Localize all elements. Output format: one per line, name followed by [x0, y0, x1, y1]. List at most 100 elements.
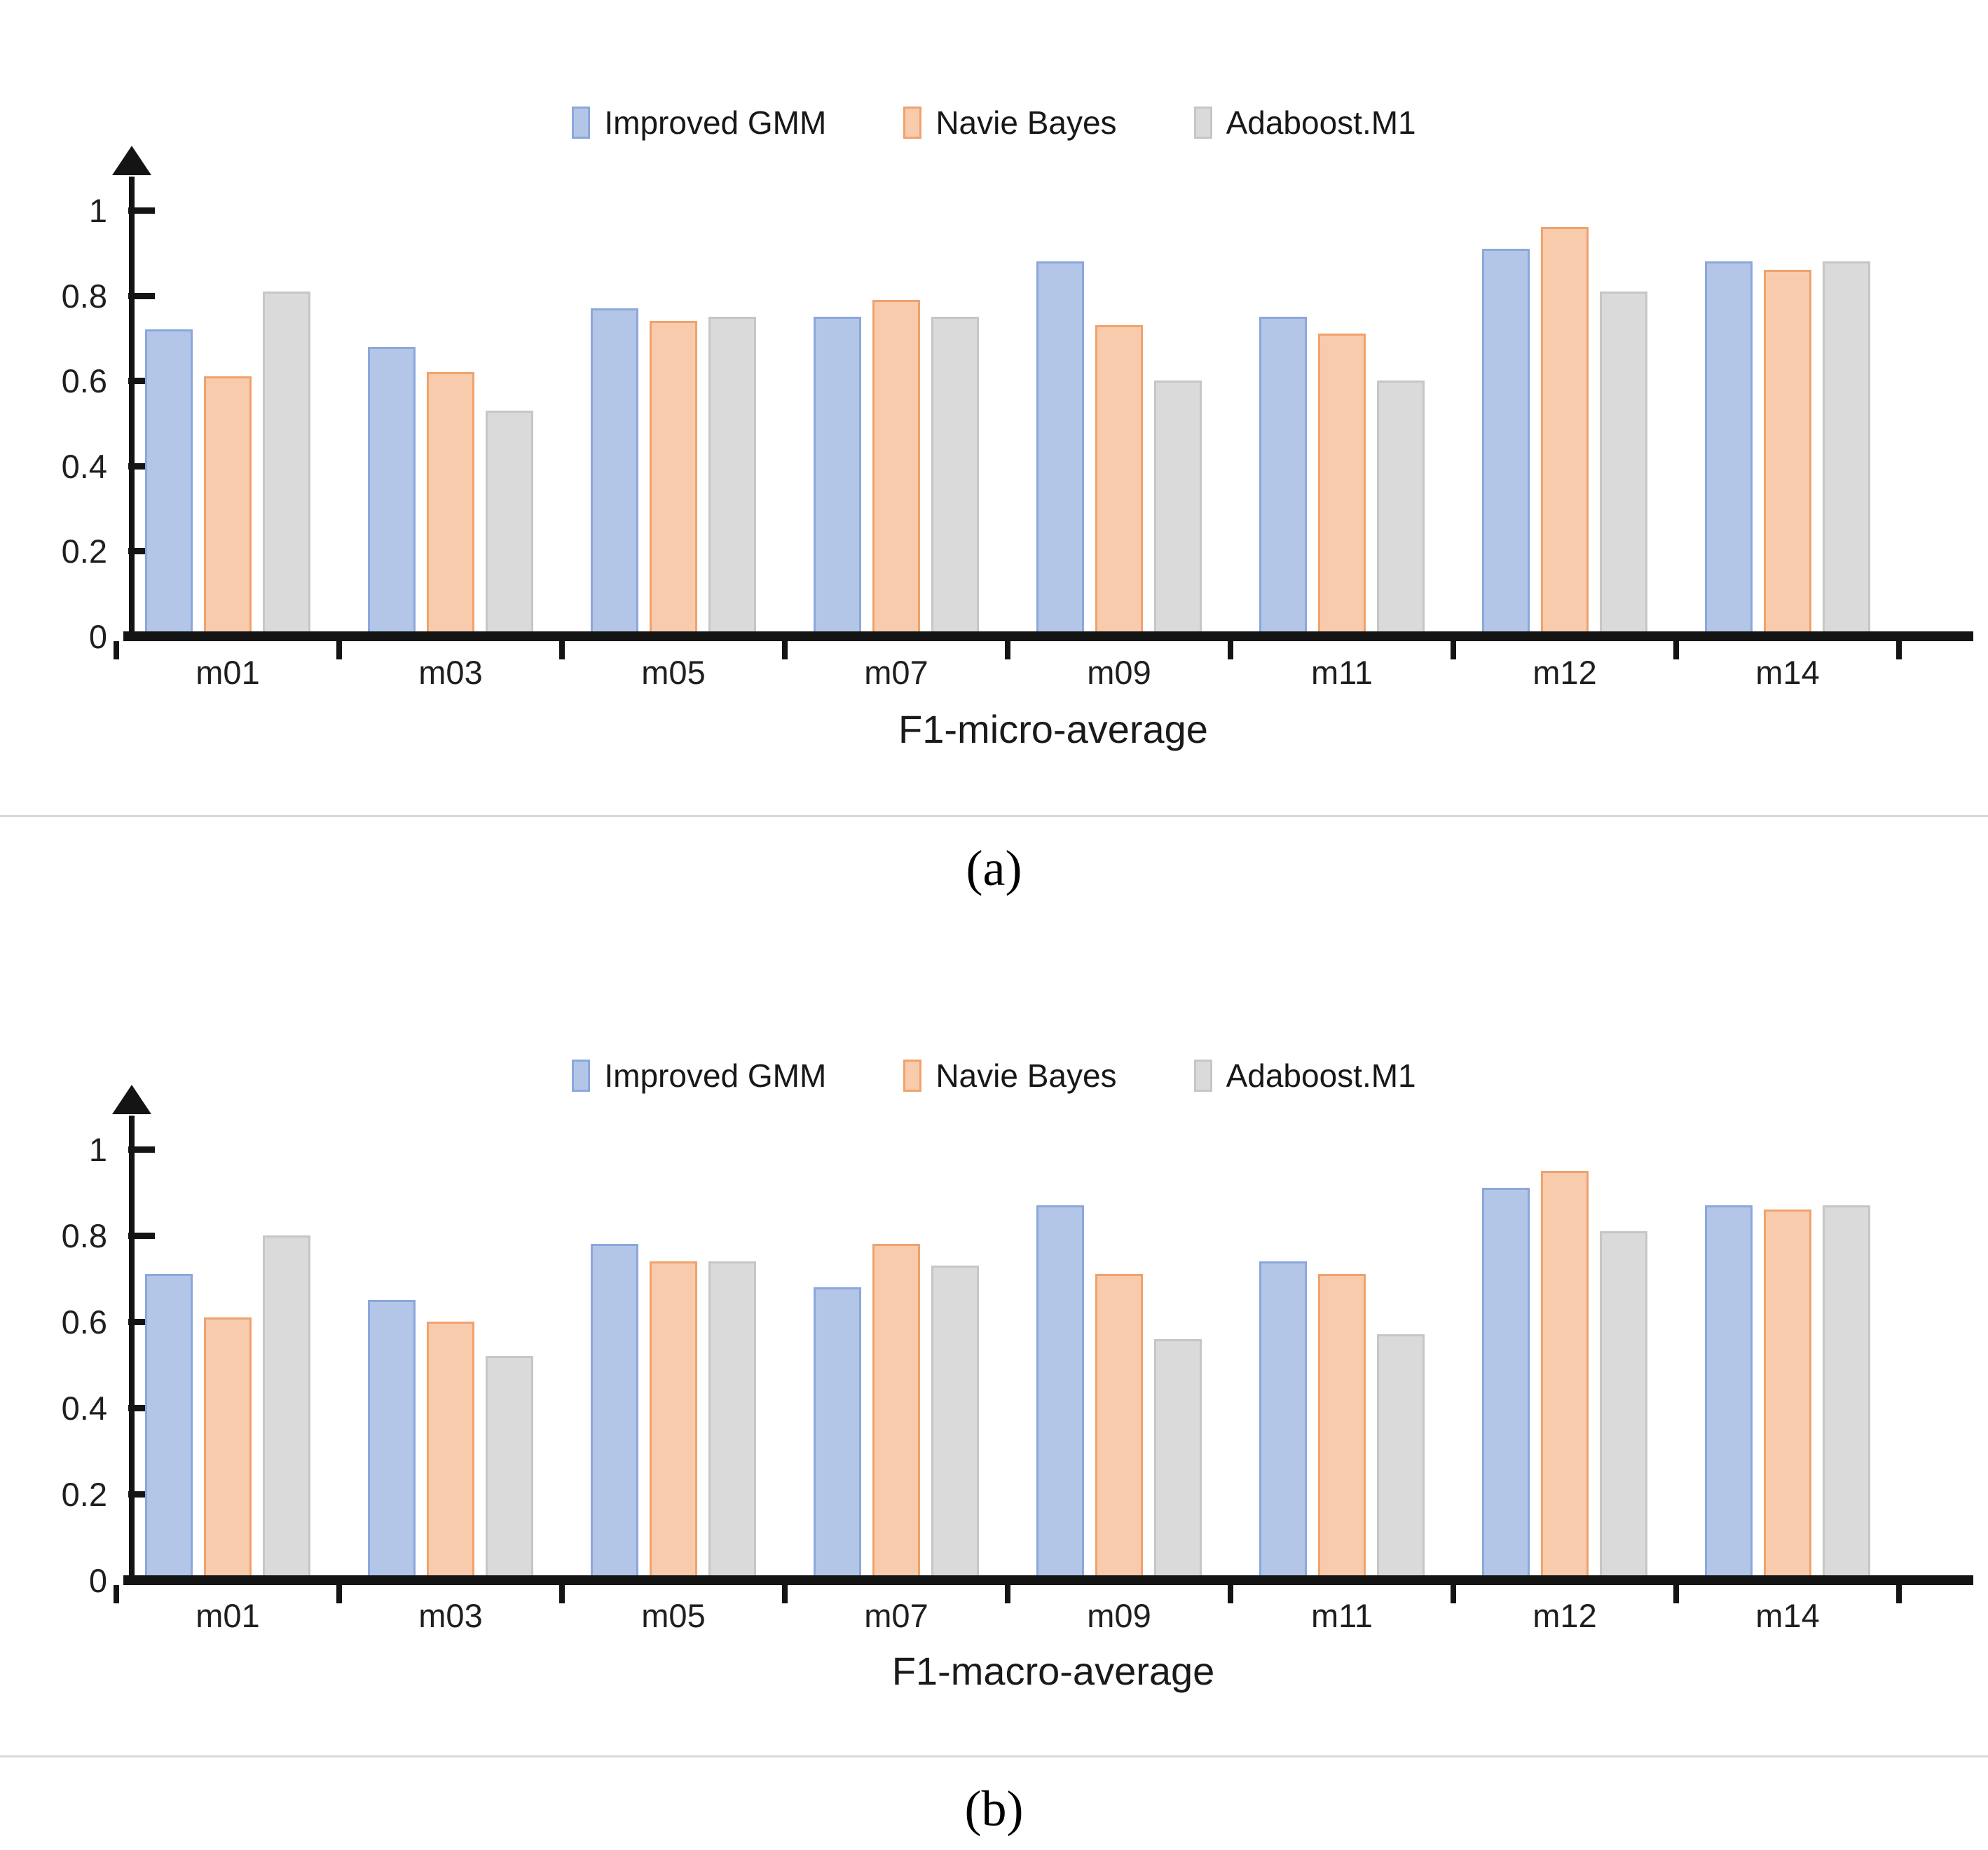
- bar-navie-bayes-m14: [1764, 1210, 1811, 1580]
- x-axis-tick: [114, 641, 119, 659]
- bar-improved-gmm-m03: [368, 347, 416, 636]
- bar-improved-gmm-m05: [591, 308, 638, 636]
- legend-label: Adaboost.M1: [1226, 104, 1416, 141]
- x-axis-tick-label-m07: m07: [864, 1597, 928, 1634]
- y-axis-line: [129, 1116, 135, 1585]
- bar-adaboost-m1-m11: [1377, 1334, 1425, 1580]
- bar-navie-bayes-m03: [427, 1322, 474, 1580]
- bar-improved-gmm-m14: [1705, 1205, 1753, 1580]
- plot-area: 1 0.8 0.6 0.4 0.2 0: [62, 1085, 1975, 1603]
- x-axis-tick: [336, 641, 342, 659]
- y-axis-tick-label: 0.8: [61, 277, 107, 315]
- legend-label: Adaboost.M1: [1226, 1057, 1416, 1094]
- bar-improved-gmm-m12: [1482, 1188, 1530, 1580]
- bar-adaboost-m1-m01: [263, 292, 310, 636]
- x-axis-tick: [782, 1585, 788, 1603]
- y-axis-tick-label: 0.4: [61, 447, 107, 485]
- bar-improved-gmm-m09: [1036, 1205, 1084, 1580]
- bar-navie-bayes-m09: [1095, 1274, 1143, 1580]
- legend-item-2: Navie Bayes: [903, 1057, 1117, 1095]
- y-axis-tick: [128, 1146, 155, 1153]
- x-axis-tick-label-m11: m11: [1311, 1597, 1373, 1634]
- x-axis-labels: m01 m03 m05 m07 m09 m11 m12 m14: [132, 1596, 1975, 1638]
- bar-improved-gmm-m03: [368, 1300, 416, 1580]
- bar-adaboost-m1-m05: [708, 1261, 756, 1580]
- bar-adaboost-m1-m14: [1823, 1205, 1870, 1580]
- bar-improved-gmm-m05: [591, 1244, 638, 1580]
- x-axis-tick-label-m01: m01: [196, 1597, 260, 1634]
- y-axis-tick: [128, 463, 155, 470]
- x-axis-tick: [336, 1585, 342, 1603]
- legend-swatch-icon: [903, 1060, 922, 1092]
- x-axis-tick: [1228, 641, 1233, 659]
- bar-navie-bayes-m11: [1318, 334, 1366, 636]
- x-axis-tick: [782, 641, 788, 659]
- y-axis-arrow-icon: [112, 146, 151, 175]
- bar-navie-bayes-m12: [1541, 227, 1589, 636]
- panel-letter-a: (a): [966, 840, 1022, 896]
- x-axis-tick: [559, 641, 565, 659]
- bar-navie-bayes-m07: [872, 300, 920, 636]
- bar-adaboost-m1-m09: [1154, 381, 1202, 636]
- x-axis-tick-label-m09: m09: [1087, 654, 1151, 691]
- x-axis-tick-label-m05: m05: [641, 654, 706, 691]
- bar-navie-bayes-m05: [650, 321, 697, 636]
- x-axis-tick: [1228, 1585, 1233, 1603]
- bar-navie-bayes-m01: [204, 1317, 252, 1580]
- bar-adaboost-m1-m01: [263, 1235, 310, 1580]
- x-axis-tick-label-m01: m01: [196, 654, 260, 691]
- x-axis-labels: m01 m03 m05 m07 m09 m11 m12 m14: [132, 653, 1975, 695]
- x-axis-tick: [1673, 641, 1679, 659]
- bar-improved-gmm-m14: [1705, 261, 1753, 636]
- bar-adaboost-m1-m03: [486, 411, 533, 636]
- bar-navie-bayes-m01: [204, 376, 252, 636]
- bar-adaboost-m1-m05: [708, 317, 756, 636]
- legend: Improved GMM Navie Bayes Adaboost.M1: [0, 95, 1988, 151]
- y-axis-tick-label: 1: [88, 192, 107, 229]
- bar-improved-gmm-m07: [814, 1287, 861, 1580]
- bar-adaboost-m1-m12: [1600, 1231, 1647, 1580]
- x-axis-tick-label-m12: m12: [1533, 1597, 1597, 1634]
- x-axis-tick-label-m09: m09: [1087, 1597, 1151, 1634]
- y-axis-tick: [128, 1491, 155, 1498]
- legend-item-3: Adaboost.M1: [1193, 1057, 1416, 1095]
- x-axis-tick-label-m05: m05: [641, 1597, 706, 1634]
- x-axis-tick-label-m12: m12: [1533, 654, 1597, 691]
- x-axis-tick: [114, 1585, 119, 1603]
- legend-item-1: Improved GMM: [572, 1057, 826, 1095]
- x-axis-tick: [1896, 641, 1902, 659]
- x-axis-tick: [1896, 1585, 1902, 1603]
- legend-label: Navie Bayes: [935, 1057, 1117, 1094]
- x-axis-title: F1-macro-average: [891, 1649, 1215, 1693]
- x-axis-tick: [1673, 1585, 1679, 1603]
- y-axis-tick: [128, 292, 155, 299]
- bar-adaboost-m1-m09: [1154, 1339, 1202, 1580]
- bar-navie-bayes-m05: [650, 1261, 697, 1580]
- bar-adaboost-m1-m14: [1823, 261, 1870, 636]
- bar-adaboost-m1-m12: [1600, 292, 1647, 636]
- bar-navie-bayes-m12: [1541, 1171, 1589, 1580]
- y-axis-tick-label: 0.4: [61, 1390, 107, 1427]
- x-axis-tick-label-m14: m14: [1755, 654, 1820, 691]
- y-axis-arrow-icon: [112, 1085, 151, 1114]
- divider-line: [0, 1755, 1988, 1758]
- y-axis-tick-label: 0: [88, 618, 107, 655]
- legend-label: Improved GMM: [604, 1057, 827, 1094]
- y-axis-tick: [128, 1405, 155, 1411]
- bar-improved-gmm-m07: [814, 317, 861, 636]
- y-axis-tick: [128, 207, 155, 214]
- bar-adaboost-m1-m11: [1377, 381, 1425, 636]
- bar-navie-bayes-m11: [1318, 1274, 1366, 1580]
- y-axis-tick-label: 1: [88, 1131, 107, 1168]
- legend-item-3: Adaboost.M1: [1193, 104, 1416, 142]
- bar-navie-bayes-m09: [1095, 325, 1143, 636]
- legend-swatch-icon: [903, 107, 922, 139]
- legend-swatch-icon: [572, 107, 591, 139]
- x-axis-tick-label-m07: m07: [864, 654, 928, 691]
- legend-item-2: Navie Bayes: [903, 104, 1117, 142]
- panel-letter-b: (b): [964, 1781, 1024, 1837]
- y-axis-tick: [128, 1319, 155, 1325]
- legend-swatch-icon: [572, 1060, 591, 1092]
- y-axis-tick-label: 0.6: [61, 1303, 107, 1341]
- x-axis-line: [123, 631, 1973, 641]
